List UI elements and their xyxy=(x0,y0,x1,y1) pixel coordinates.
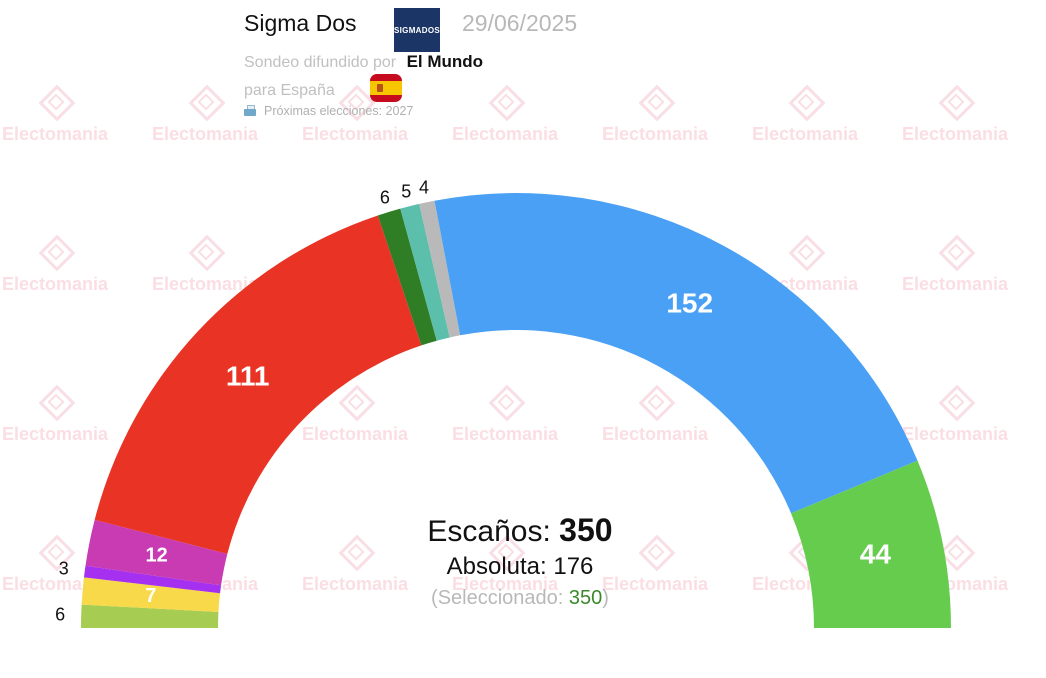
selected-close: ) xyxy=(602,587,609,609)
region-label: para España xyxy=(244,82,335,99)
pollster-name: Sigma Dos xyxy=(244,10,357,36)
seat-label-3: 3 xyxy=(59,558,69,578)
ballot-box-icon xyxy=(244,105,256,116)
media-label: Sondeo difundido por xyxy=(244,54,397,71)
poll-date: 29/06/2025 xyxy=(462,10,578,36)
seat-segment-3 xyxy=(83,565,222,594)
next-election-line: Próximas elecciones: 2027 xyxy=(244,104,413,118)
seat-segment-1 xyxy=(81,604,219,628)
seat-segment-8 xyxy=(419,200,461,338)
seats-line: Escaños: 350 xyxy=(360,512,680,549)
seat-label-10: 44 xyxy=(860,538,892,569)
seat-label-2: 7 xyxy=(145,585,156,607)
seat-label-6: 6 xyxy=(380,187,390,207)
seats-total: 350 xyxy=(559,512,613,548)
seat-segment-10 xyxy=(791,460,951,628)
seat-segment-7 xyxy=(400,203,450,341)
seat-summary: Escaños: 350 Absoluta: 176 (Seleccionado… xyxy=(360,512,680,610)
majority-label: Absoluta: 176 xyxy=(446,553,594,580)
spain-flag-icon xyxy=(370,74,402,102)
pollster-logo: SIGMADOS xyxy=(394,8,440,52)
seat-segment-5 xyxy=(94,215,422,554)
media-line: Sondeo difundido por El Mundo xyxy=(244,52,483,72)
seat-segment-6 xyxy=(377,208,437,346)
selected-line: (Seleccionado: 350) xyxy=(360,587,680,610)
seat-label-9: 152 xyxy=(666,288,713,319)
seat-label-8: 4 xyxy=(419,177,429,197)
seat-label-1: 6 xyxy=(55,605,65,625)
seat-segment-9 xyxy=(434,192,918,514)
selected-label: (Seleccionado: xyxy=(431,587,564,609)
seat-segment-4 xyxy=(85,519,228,586)
seat-label-4: 12 xyxy=(145,544,167,566)
media-name: El Mundo xyxy=(406,52,484,71)
seat-arcs xyxy=(81,192,951,628)
selected-value: 350 xyxy=(568,587,603,609)
seat-label-7: 5 xyxy=(401,181,411,201)
next-election-text: Próximas elecciones: 2027 xyxy=(264,104,414,118)
seat-label-5: 111 xyxy=(226,361,270,392)
poll-header: Sigma Dos SIGMADOS 29/06/2025 Sondeo dif… xyxy=(244,8,764,128)
seat-segment-2 xyxy=(81,577,221,612)
seats-label: Escaños: xyxy=(427,515,551,548)
